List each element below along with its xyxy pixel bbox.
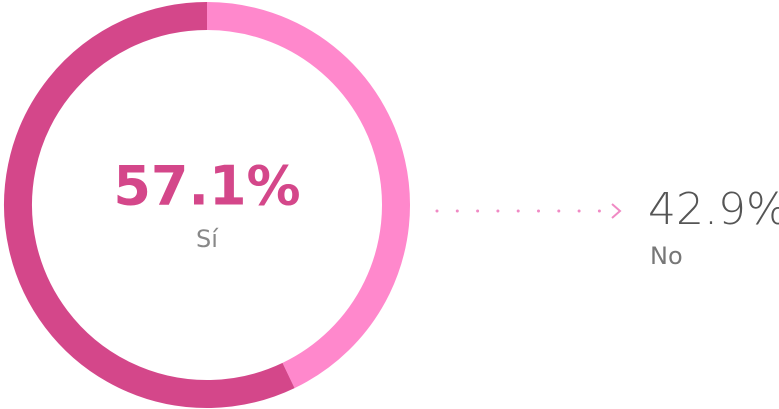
side-value: 42.9% [648,184,779,235]
main-label: Sí [196,225,219,253]
side-label: No [650,242,683,270]
donut-segment [206,2,410,389]
donut-segment [4,2,295,408]
main-value: 57.1% [113,155,300,218]
connector [435,203,622,219]
arrow [611,203,622,219]
